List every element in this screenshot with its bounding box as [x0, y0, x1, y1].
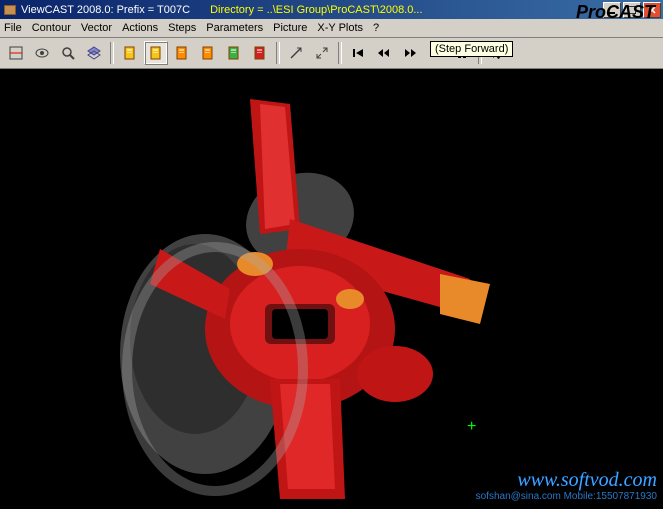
watermark-contact: sofshan@sina.com Mobile:15507871930	[476, 491, 657, 502]
viewport-3d[interactable]: + www.softvod.com sofshan@sina.com Mobil…	[0, 69, 663, 506]
menu-xyplots[interactable]: X-Y Plots	[317, 22, 363, 34]
watermark-url: www.softvod.com	[476, 469, 657, 491]
menu-bar: File Contour Vector Actions Steps Parame…	[0, 19, 663, 38]
first-frame-icon[interactable]	[346, 41, 370, 65]
cursor-crosshair: +	[467, 419, 476, 435]
toolbar-separator	[338, 42, 342, 64]
toolbar-separator	[110, 42, 114, 64]
view-icon[interactable]	[30, 41, 54, 65]
menu-file[interactable]: File	[4, 22, 22, 34]
results-orange-1-icon[interactable]	[170, 41, 194, 65]
menu-actions[interactable]: Actions	[122, 22, 158, 34]
menu-help[interactable]: ?	[373, 22, 379, 34]
menu-contour[interactable]: Contour	[32, 22, 71, 34]
step-forward-tooltip: (Step Forward)	[430, 41, 513, 57]
results-yellow-1-icon[interactable]	[118, 41, 142, 65]
window-title-directory: Directory = ..\ESI Group\ProCAST\2008.0.…	[210, 4, 422, 16]
results-red-icon[interactable]	[248, 41, 272, 65]
procast-logo: ProCAST	[576, 2, 655, 23]
prev-frame-icon[interactable]	[372, 41, 396, 65]
window-titlebar: ViewCAST 2008.0: Prefix = T007C Director…	[0, 0, 663, 19]
zoom-icon[interactable]	[56, 41, 80, 65]
toolbar-separator	[276, 42, 280, 64]
menu-vector[interactable]: Vector	[81, 22, 112, 34]
layers-icon[interactable]	[82, 41, 106, 65]
next-frame-icon[interactable]	[398, 41, 422, 65]
menu-parameters[interactable]: Parameters	[206, 22, 263, 34]
menu-picture[interactable]: Picture	[273, 22, 307, 34]
app-icon	[2, 2, 18, 18]
results-yellow-2-icon[interactable]	[144, 41, 168, 65]
results-green-icon[interactable]	[222, 41, 246, 65]
toolbar: ProCAST	[0, 38, 663, 69]
cut-section-icon[interactable]	[4, 41, 28, 65]
watermark: www.softvod.com sofshan@sina.com Mobile:…	[476, 469, 657, 502]
expand-icon[interactable]	[310, 41, 334, 65]
resize-diag-icon[interactable]	[284, 41, 308, 65]
menu-steps[interactable]: Steps	[168, 22, 196, 34]
casting-rendering	[0, 69, 663, 506]
results-orange-2-icon[interactable]	[196, 41, 220, 65]
window-title-prefix: ViewCAST 2008.0: Prefix = T007C	[21, 4, 190, 16]
